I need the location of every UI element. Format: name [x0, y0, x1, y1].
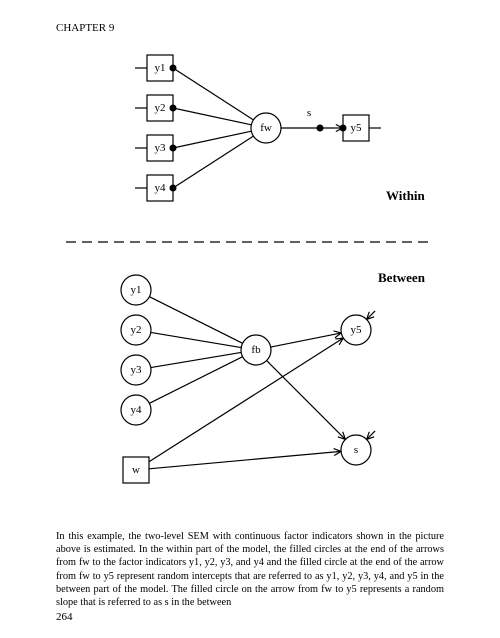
within-edge-fw-y1	[173, 68, 253, 120]
between-arrow-w-y5	[335, 338, 343, 345]
page: CHAPTER 9 y1 y2 y3 y4 fw y5 s Within Between y1 y2…	[0, 0, 500, 638]
between-by3-circle-label: y3	[131, 364, 143, 376]
within-y5-box-label: y5	[351, 122, 363, 134]
between-by4-circle-label: y4	[131, 404, 143, 416]
between-w-box-label: w	[132, 464, 140, 476]
within-y2-box-label: y2	[155, 102, 166, 114]
within-y3-dot	[170, 145, 177, 152]
between-edge-fb-y5	[271, 333, 342, 347]
within-y2-dot	[170, 105, 177, 112]
chapter-header: CHAPTER 9	[56, 22, 114, 34]
within-slope-dot	[317, 125, 324, 132]
within-section-label: Within	[386, 188, 426, 203]
between-edge-w-y5	[149, 338, 343, 462]
between-edge-by4-fb	[149, 357, 242, 404]
within-y3-box-label: y3	[155, 142, 167, 154]
between-by1-circle-label: y1	[131, 284, 142, 296]
body-paragraph: In this example, the two-level SEM with …	[56, 530, 444, 609]
between-fb-circle-label: fb	[251, 344, 261, 356]
diagram-svg: y1 y2 y3 y4 fw y5 s Within Between y1 y2 y3 y4 fb y5 s w	[56, 50, 444, 520]
between-by2-circle-label: y2	[131, 324, 142, 336]
within-edge-fw-y4	[173, 136, 253, 188]
within-y4-box-label: y4	[155, 182, 167, 194]
between-y5-circle-label: y5	[351, 324, 363, 336]
within-fw-circle-label: fw	[260, 122, 272, 134]
within-y1-dot	[170, 65, 177, 72]
between-edge-by1-fb	[149, 297, 242, 344]
between-s-circle-label: s	[354, 444, 358, 456]
within-y5-edge-dot	[340, 125, 347, 132]
sem-diagram: y1 y2 y3 y4 fw y5 s Within Between y1 y2 y3 y4 fb y5 s w	[56, 50, 444, 520]
between-section-label: Between	[378, 270, 426, 285]
page-number: 264	[56, 611, 73, 623]
between-edge-by3-fb	[151, 352, 241, 367]
between-edge-by2-fb	[151, 332, 241, 347]
within-y4-dot	[170, 185, 177, 192]
between-edge-w-s	[149, 451, 341, 468]
between-edge-fb-s	[267, 361, 346, 440]
within-s-label: s	[307, 107, 311, 119]
within-y1-box-label: y1	[155, 62, 166, 74]
